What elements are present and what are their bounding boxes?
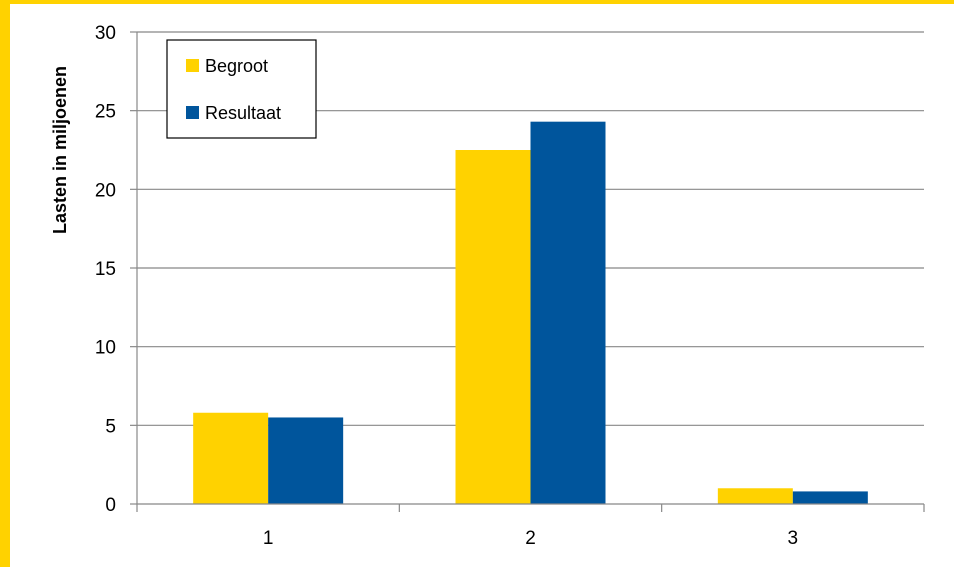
x-tick-label: 2 xyxy=(525,528,536,549)
y-tick-label: 0 xyxy=(105,495,116,516)
legend-box xyxy=(166,39,317,139)
legend: Begroot Resultaat xyxy=(166,39,317,139)
bar-resultaat-2 xyxy=(530,121,606,505)
y-tick-label: 30 xyxy=(95,23,116,44)
y-tick-label: 15 xyxy=(95,259,116,280)
bar-begroot-1 xyxy=(193,412,269,504)
bar-resultaat-3 xyxy=(792,491,868,504)
legend-swatch-resultaat xyxy=(186,106,199,119)
bar-resultaat-1 xyxy=(268,417,344,504)
x-tick-label: 1 xyxy=(263,528,274,549)
y-tick-label: 20 xyxy=(95,180,116,201)
legend-swatch-begroot xyxy=(186,59,199,72)
y-tick-label: 10 xyxy=(95,338,116,359)
bars xyxy=(193,121,868,505)
y-tick-label: 5 xyxy=(105,416,116,437)
y-axis-title: Lasten in miljoenen xyxy=(50,66,70,234)
x-tick-labels: 1 2 3 xyxy=(263,528,798,549)
bar-begroot-2 xyxy=(455,150,531,504)
bar-begroot-3 xyxy=(717,488,793,504)
y-tick-labels: 0 5 10 15 20 25 30 xyxy=(95,23,137,516)
legend-label-begroot: Begroot xyxy=(205,56,268,76)
legend-label-resultaat: Resultaat xyxy=(205,103,281,123)
x-tick-label: 3 xyxy=(788,528,799,549)
y-tick-label: 25 xyxy=(95,102,116,123)
